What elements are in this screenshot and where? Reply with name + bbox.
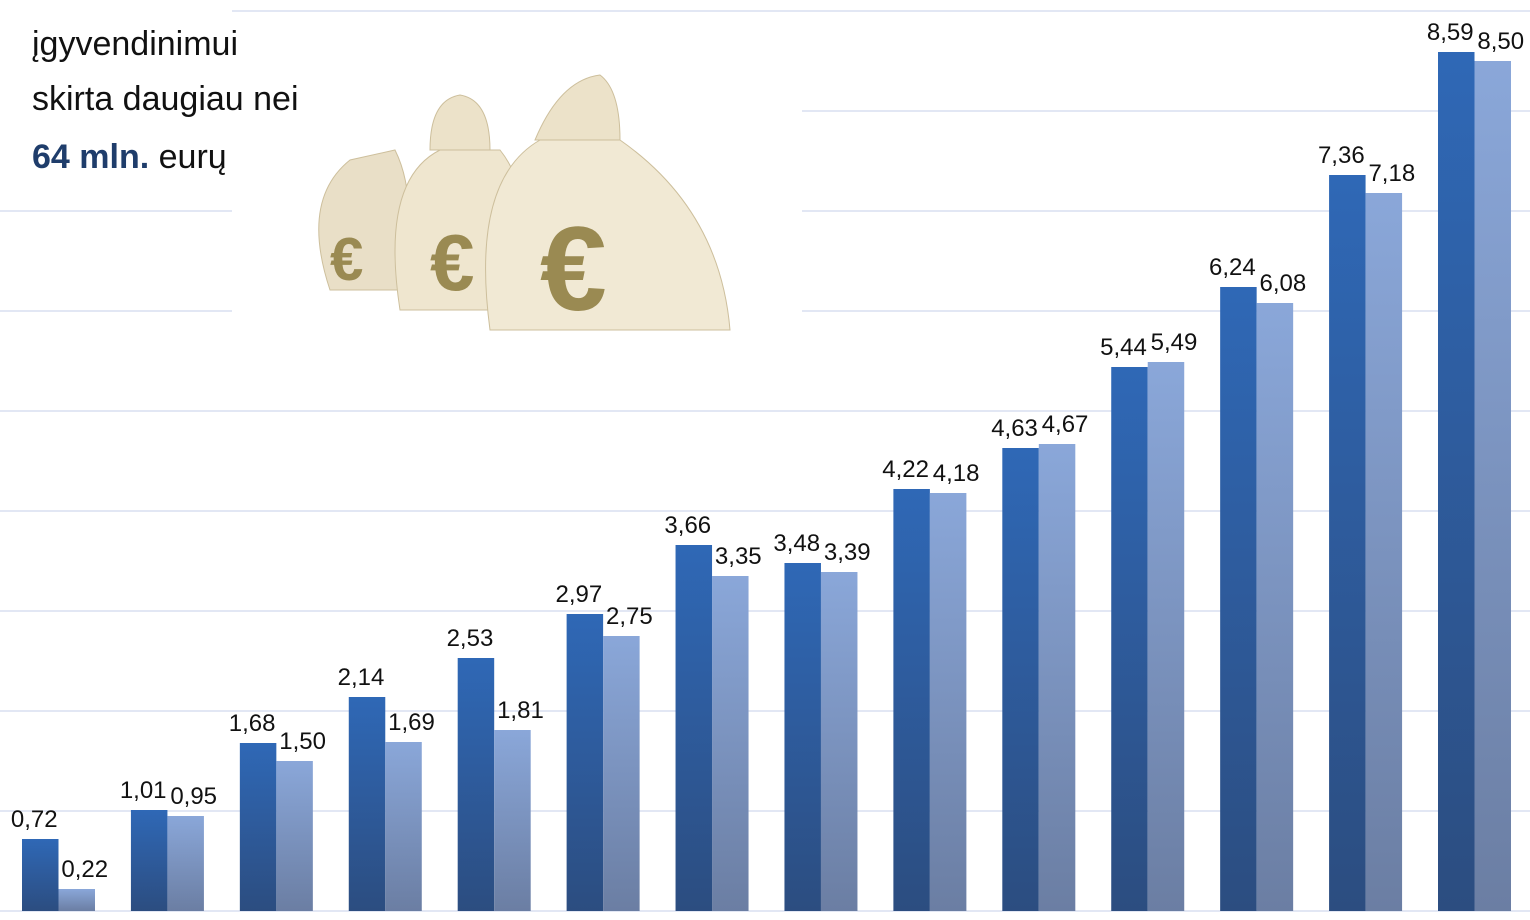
- bar: [59, 889, 96, 911]
- svg-text:€: €: [430, 218, 475, 307]
- data-label: 1,68: [229, 710, 276, 737]
- bar: [1039, 444, 1076, 911]
- bar: [22, 839, 59, 911]
- bar: [385, 742, 422, 911]
- bar: [1329, 175, 1366, 911]
- data-label: 3,35: [715, 543, 762, 570]
- data-label: 2,53: [447, 625, 494, 652]
- data-label: 4,18: [933, 460, 980, 487]
- bar: [930, 493, 967, 911]
- data-label: 8,50: [1477, 28, 1524, 55]
- annotation-rest: eurų: [159, 138, 227, 176]
- data-label: 1,69: [388, 709, 435, 736]
- data-label: 0,72: [11, 806, 58, 833]
- bar: [1366, 193, 1403, 911]
- data-label: 3,39: [824, 539, 871, 566]
- bar: [1148, 362, 1185, 911]
- data-label: 1,01: [120, 777, 167, 804]
- bar: [240, 743, 277, 911]
- bar: [603, 636, 640, 911]
- data-label: 1,81: [497, 697, 544, 724]
- bar: [276, 761, 313, 911]
- bar: [458, 658, 495, 911]
- bar: [349, 697, 386, 911]
- data-label: 7,18: [1368, 160, 1415, 187]
- data-label: 1,50: [279, 728, 326, 755]
- annotation-line: skirta daugiau nei: [32, 80, 299, 118]
- data-label: 2,75: [606, 603, 653, 630]
- bar: [167, 816, 204, 911]
- data-label: 0,22: [61, 856, 108, 883]
- data-label: 4,22: [882, 456, 929, 483]
- data-label: 6,08: [1260, 270, 1307, 297]
- svg-text:€: €: [330, 226, 363, 293]
- annotation-line: įgyvendinimui: [32, 25, 238, 63]
- data-label: 8,59: [1427, 19, 1474, 46]
- bar: [1438, 52, 1475, 911]
- data-label: 5,44: [1100, 334, 1147, 361]
- bar: [1002, 448, 1038, 911]
- bar: [1220, 287, 1257, 911]
- data-label: 7,36: [1318, 142, 1365, 169]
- annotation-line: 64 mln. eurų: [32, 138, 227, 176]
- data-label: 3,48: [773, 530, 820, 557]
- data-label: 5,49: [1151, 329, 1198, 356]
- data-label: 6,24: [1209, 254, 1256, 281]
- data-label: 2,14: [338, 664, 385, 691]
- bar: [1475, 61, 1512, 911]
- data-label: 0,95: [170, 783, 217, 810]
- bar: [494, 730, 531, 911]
- bar: [676, 545, 713, 911]
- bar: [712, 576, 749, 911]
- data-label: 2,97: [556, 581, 603, 608]
- data-label: 4,67: [1042, 411, 1089, 438]
- chart: € € € įgyvendinimui skirta daugiau nei 6…: [0, 0, 1530, 920]
- data-label: 3,66: [664, 512, 711, 539]
- bar: [784, 563, 821, 911]
- bar: [131, 810, 168, 911]
- svg-text:€: €: [540, 202, 607, 336]
- bar: [1111, 367, 1148, 911]
- bar: [893, 489, 930, 911]
- bar: [567, 614, 604, 911]
- annotation-emphasis: 64 mln.: [32, 138, 149, 176]
- bar: [1257, 303, 1294, 911]
- bar: [821, 572, 858, 911]
- data-label: 4,63: [991, 415, 1038, 442]
